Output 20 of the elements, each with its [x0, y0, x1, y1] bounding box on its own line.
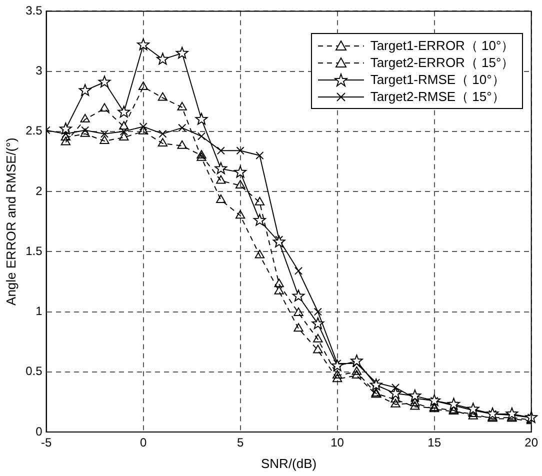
x-axis-title: SNR/(dB) — [260, 456, 317, 471]
x-tick-label: 10 — [330, 436, 344, 450]
legend-label: Target2-ERROR（ 15°） — [370, 54, 514, 72]
x-tick-label: -5 — [40, 436, 52, 450]
y-tick-label: 1 — [36, 304, 43, 318]
x-tick-label: 5 — [236, 436, 244, 450]
y-tick-label: 0.5 — [26, 364, 43, 378]
y-axis-title: Angle ERROR and RMSE/(°) — [3, 138, 18, 306]
y-tick-label: 0 — [36, 424, 43, 438]
legend-label: Target1-RMSE（ 10°） — [370, 70, 505, 89]
y-tick-label: 3 — [36, 64, 43, 78]
y-tick-label: 3.5 — [26, 4, 43, 18]
x-tick-label: 20 — [524, 436, 538, 450]
legend-label: Target1-ERROR（ 10°） — [370, 36, 514, 55]
y-tick-label: 2.5 — [26, 124, 43, 138]
legend-label: Target2-RMSE（ 15°） — [370, 88, 505, 106]
y-tick-label: 1.5 — [26, 244, 43, 258]
x-tick-label: 15 — [428, 436, 442, 450]
y-tick-label: 2 — [36, 184, 43, 198]
x-tick-label: 0 — [140, 436, 147, 450]
